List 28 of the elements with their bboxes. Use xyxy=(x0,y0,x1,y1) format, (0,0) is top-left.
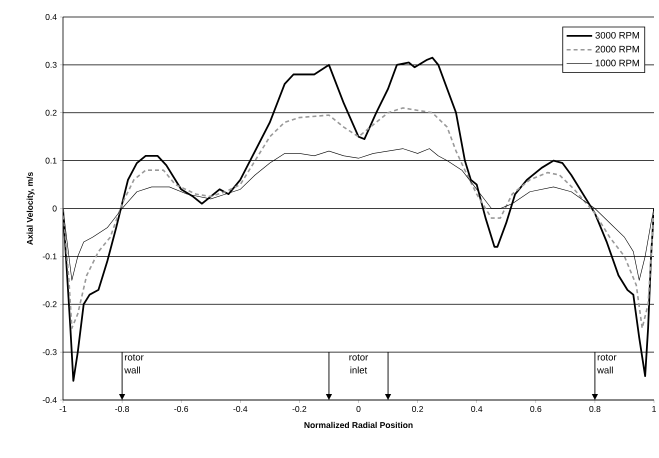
x-tick-label: 0.6 xyxy=(530,406,542,412)
y-tick-label: 0.4 xyxy=(46,14,57,20)
x-tick-label: -0.2 xyxy=(292,406,306,412)
x-tick-label: -0.8 xyxy=(115,406,130,412)
x-tick-label: 1 xyxy=(652,406,656,412)
x-axis-title: Normalized Radial Position xyxy=(304,422,413,428)
x-tick-label: 0 xyxy=(356,406,361,412)
legend-label: 1000 RPM xyxy=(596,60,639,66)
x-tick-label: -1 xyxy=(60,406,66,412)
y-tick-label: 0.1 xyxy=(46,158,57,164)
annotation: rotor wall xyxy=(597,354,616,374)
x-tick-label: -0.4 xyxy=(233,406,248,412)
y-tick-label: -0.2 xyxy=(42,301,57,308)
x-tick-label: 0.8 xyxy=(589,406,600,412)
x-tick-label: 0.2 xyxy=(412,406,424,412)
x-tick-label: -0.6 xyxy=(174,406,188,412)
y-tick-label: -0.3 xyxy=(42,349,57,356)
x-tick-label: 0.4 xyxy=(471,406,482,412)
y-tick-label: 0 xyxy=(52,206,57,212)
y-tick-label: 0.3 xyxy=(46,62,57,68)
annotation: rotor wall xyxy=(124,354,144,374)
legend-label: 3000 RPM xyxy=(595,32,639,39)
y-axis-title: Axial Velocity, m/s xyxy=(26,172,35,245)
y-tick-label: -0.1 xyxy=(42,253,57,260)
legend-label: 2000 RPM xyxy=(596,46,639,53)
annotation: rotor inlet xyxy=(349,354,368,374)
y-tick-label: -0.4 xyxy=(42,397,57,403)
y-tick-label: 0.2 xyxy=(46,110,57,116)
